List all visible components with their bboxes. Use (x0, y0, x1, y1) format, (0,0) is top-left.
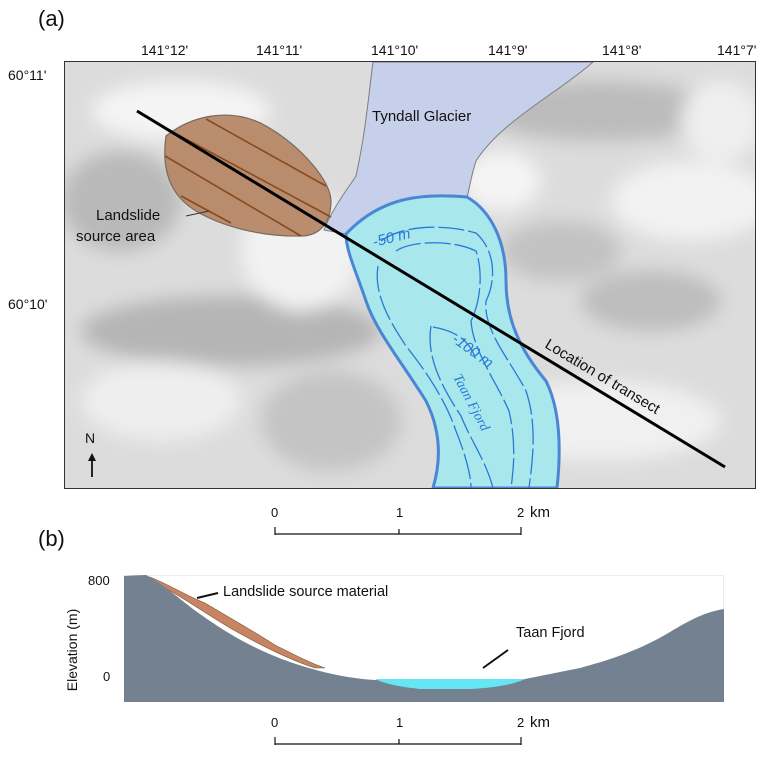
fjord-section-label: Taan Fjord (516, 625, 585, 641)
map-frame: Tyndall Glacier Landslide source area -5… (64, 61, 756, 489)
lon-tick-6: 141°7' (717, 42, 757, 58)
landslide-leader (185, 210, 210, 217)
landslide-material-label: Landslide source material (223, 584, 388, 600)
bathymetry-contours (376, 226, 534, 488)
lon-tick-4: 141°9' (488, 42, 528, 58)
transect-line (136, 109, 726, 469)
scale-a-unit: km (530, 504, 550, 521)
north-label: N (85, 430, 95, 446)
panel-b-label: (b) (38, 526, 65, 551)
ytick-800: 800 (88, 573, 110, 588)
panel-a-label: (a) (38, 6, 65, 31)
scale-b-bar (274, 737, 522, 745)
landslide-hatching (164, 118, 332, 237)
lat-tick-1: 60°11' (8, 67, 47, 83)
shaded-relief-map: Tyndall Glacier Landslide source area -5… (65, 62, 755, 488)
landslide-material-leader (196, 592, 219, 599)
scale-b-tick-0: 0 (271, 715, 279, 730)
scale-a-bar (274, 527, 522, 535)
lon-tick-5: 141°8' (602, 42, 642, 58)
scale-a-tick-1: 1 (396, 505, 404, 520)
cross-section-profile: Landslide source material Taan Fjord (123, 574, 725, 703)
water-section (375, 679, 525, 689)
north-arrow-icon (88, 453, 96, 477)
landslide-material-section (149, 576, 326, 669)
scale-bar-b: 0 1 2 km (268, 714, 568, 745)
fjord-section-leader (482, 649, 509, 669)
landslide-label-line1: Landslide (96, 207, 160, 224)
scale-b-tick-1: 1 (396, 715, 404, 730)
scale-bar-a: 0 1 2 km (268, 504, 568, 535)
scale-a-tick-2: 2 (517, 505, 525, 520)
lon-tick-1: 141°12' (141, 42, 189, 58)
lon-tick-3: 141°10' (371, 42, 419, 58)
lon-tick-2: 141°11' (256, 42, 303, 58)
scale-b-tick-2: 2 (517, 715, 525, 730)
terrain-section (124, 575, 724, 702)
y-axis-label: Elevation (m) (64, 608, 80, 692)
lat-tick-2: 60°10' (8, 296, 48, 312)
ytick-0: 0 (103, 669, 111, 684)
scale-a-tick-0: 0 (271, 505, 279, 520)
scale-b-unit: km (530, 714, 550, 731)
landslide-label-line2: source area (76, 228, 156, 245)
glacier-label: Tyndall Glacier (372, 108, 471, 125)
